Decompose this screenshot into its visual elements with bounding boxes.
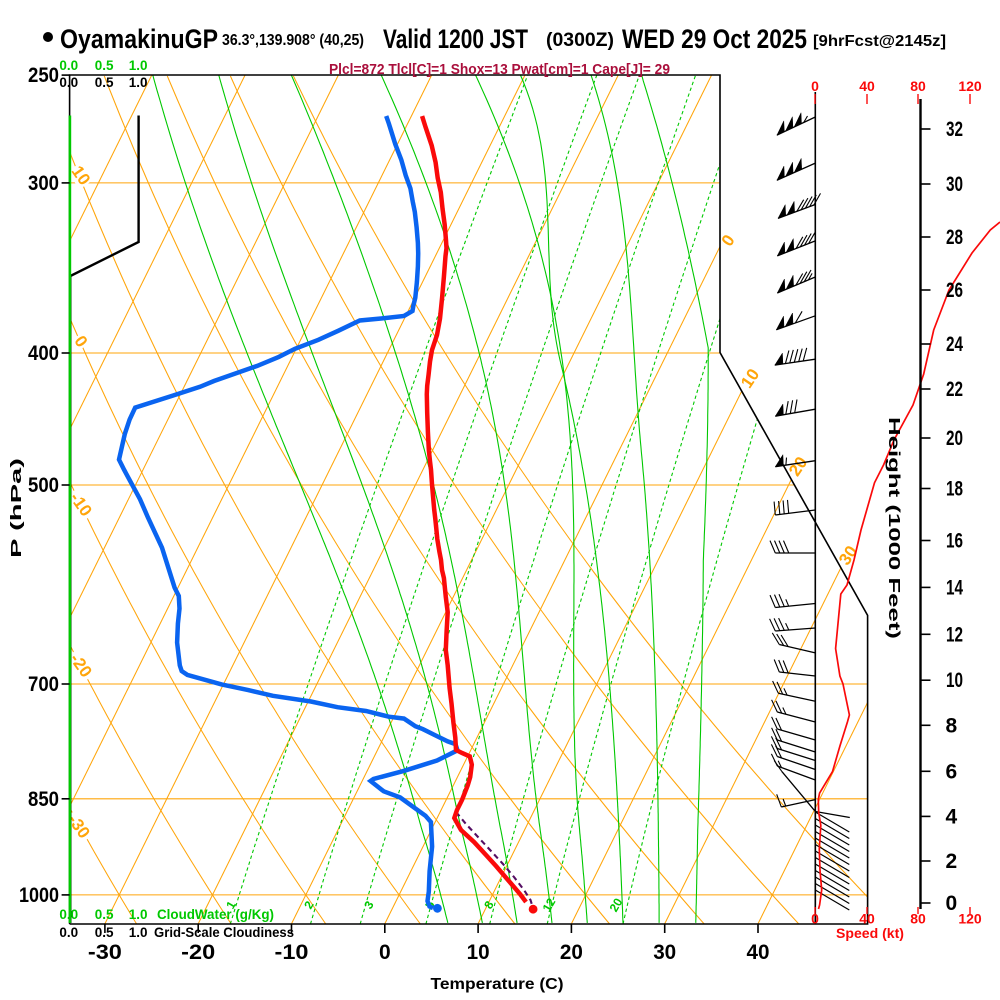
svg-text:120: 120 (958, 78, 982, 94)
svg-text:80: 80 (910, 911, 926, 927)
svg-text:-10: -10 (275, 941, 309, 964)
svg-text:1000: 1000 (19, 884, 59, 907)
svg-text:80: 80 (910, 78, 926, 94)
svg-text:-20: -20 (181, 941, 215, 964)
svg-text:0.0: 0.0 (59, 58, 78, 73)
svg-text:24: 24 (946, 333, 963, 356)
svg-text:P (hPa): P (hPa) (8, 458, 25, 558)
svg-text:Valid 1200 JST: Valid 1200 JST (383, 24, 528, 54)
svg-text:2: 2 (946, 850, 958, 873)
svg-text:500: 500 (28, 474, 59, 497)
svg-text:1.0: 1.0 (129, 925, 148, 940)
svg-text:10: 10 (467, 941, 490, 964)
svg-text:28: 28 (946, 226, 963, 249)
svg-text:8: 8 (946, 714, 958, 737)
svg-text:(0300Z): (0300Z) (546, 30, 614, 51)
svg-text:4: 4 (946, 805, 958, 828)
svg-text:1.0: 1.0 (129, 907, 148, 922)
svg-text:20: 20 (607, 895, 626, 914)
svg-text:14: 14 (946, 576, 963, 599)
svg-text:12: 12 (946, 623, 963, 646)
svg-text:300: 300 (28, 172, 59, 195)
svg-text:22: 22 (946, 378, 963, 401)
svg-text:1.0: 1.0 (129, 75, 148, 90)
svg-text:6: 6 (946, 760, 958, 783)
svg-text:Height (1000 Feet): Height (1000 Feet) (885, 417, 902, 639)
svg-text:40: 40 (859, 78, 875, 94)
svg-text:36.3°,139.908° (40,25): 36.3°,139.908° (40,25) (222, 32, 364, 49)
svg-text:0: 0 (811, 911, 819, 927)
svg-text:CloudWater (g/Kg): CloudWater (g/Kg) (157, 906, 274, 922)
svg-text:0: 0 (379, 941, 391, 964)
svg-text:120: 120 (958, 911, 982, 927)
svg-text:700: 700 (28, 673, 59, 696)
svg-text:1.0: 1.0 (129, 58, 148, 73)
svg-text:0.5: 0.5 (95, 58, 114, 73)
svg-text:26: 26 (946, 279, 963, 302)
svg-text:40: 40 (859, 911, 875, 927)
svg-text:0.5: 0.5 (95, 907, 114, 922)
svg-text:0.0: 0.0 (59, 907, 78, 922)
svg-text:30: 30 (946, 173, 963, 196)
svg-text:Speed (kt): Speed (kt) (836, 925, 904, 941)
svg-text:[9hrFcst@2145z]: [9hrFcst@2145z] (813, 33, 946, 50)
svg-text:20: 20 (560, 941, 583, 964)
svg-text:Grid-Scale Cloudiness: Grid-Scale Cloudiness (154, 924, 294, 940)
svg-text:Temperature (C): Temperature (C) (431, 976, 564, 993)
svg-text:12: 12 (540, 895, 559, 914)
svg-text:32: 32 (946, 118, 963, 141)
svg-text:0: 0 (946, 892, 958, 915)
svg-text:850: 850 (28, 788, 59, 811)
svg-text:0.5: 0.5 (95, 925, 114, 940)
svg-text:0.5: 0.5 (95, 75, 114, 90)
svg-text:0: 0 (811, 78, 819, 94)
svg-text:18: 18 (946, 478, 963, 501)
svg-text:400: 400 (28, 342, 59, 365)
svg-text:10: 10 (946, 669, 963, 692)
svg-text:40: 40 (747, 941, 770, 964)
svg-text:250: 250 (28, 64, 59, 87)
svg-text:-30: -30 (88, 941, 122, 964)
svg-text:30: 30 (653, 941, 676, 964)
svg-text:Plcl=872 Tlcl[C]=1 Shox=13 Pwa: Plcl=872 Tlcl[C]=1 Shox=13 Pwat[cm]=1 Ca… (329, 62, 670, 78)
svg-text:0.0: 0.0 (59, 75, 78, 90)
svg-text:WED 29 Oct 2025: WED 29 Oct 2025 (622, 24, 807, 54)
svg-text:OyamakinuGP: OyamakinuGP (60, 24, 218, 54)
svg-text:20: 20 (946, 427, 963, 450)
svg-text:0.0: 0.0 (59, 925, 78, 940)
svg-text:16: 16 (946, 530, 963, 553)
